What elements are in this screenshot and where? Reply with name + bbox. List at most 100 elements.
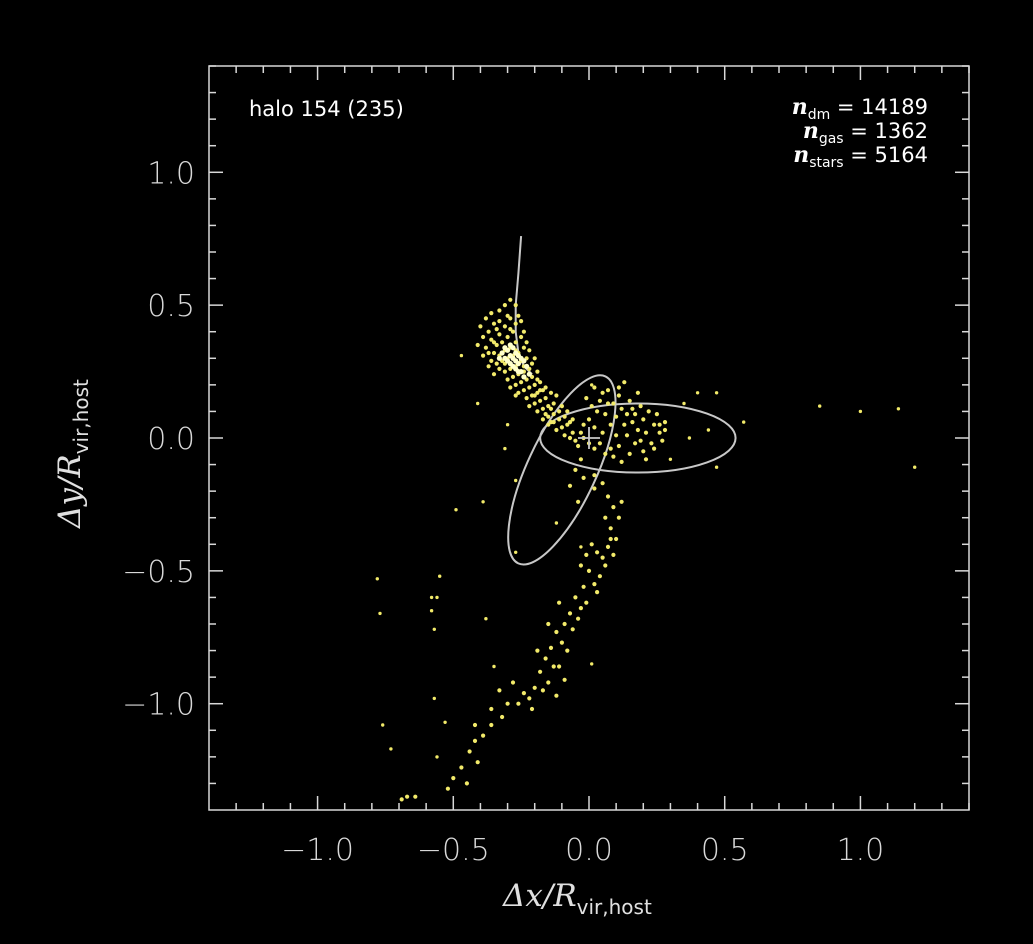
point-stream-72: [567, 483, 573, 488]
y-axis-title-main: Δy/R: [52, 454, 88, 529]
point-stars-98: [527, 348, 532, 353]
x-axis-title-main: Δx/R: [502, 878, 577, 914]
point-stars-19: [491, 350, 497, 356]
point-satellite-8: [646, 409, 651, 414]
point-stream-71: [592, 486, 597, 491]
point-stars-91: [543, 385, 548, 390]
point-scattered-12: [481, 500, 485, 504]
major-ticks: [209, 66, 969, 810]
point-scattered-22: [438, 574, 442, 578]
point-stream-13: [589, 542, 594, 547]
point-stars-7: [494, 327, 499, 332]
point-satellite-50: [662, 427, 668, 433]
point-scattered-4: [742, 420, 746, 424]
point-stream-49: [467, 749, 472, 754]
point-satellite-31: [611, 454, 616, 459]
point-stars-109: [565, 409, 570, 414]
point-stream-17: [597, 574, 603, 579]
x-tick-labels: −1.0 −0.5 0.0 0.5 1.0: [281, 833, 884, 868]
point-stars-8: [486, 329, 491, 334]
point-satellite-6: [635, 427, 641, 433]
point-stars-3: [502, 303, 507, 308]
x-axis-title-sub: vir,host: [577, 895, 652, 919]
count-gas: ngas = 1362: [803, 118, 928, 147]
point-scattered-10: [514, 478, 518, 483]
y-axis-title: Δy/Rvir,host: [52, 379, 93, 529]
point-stream-22: [567, 611, 573, 616]
point-satellite-14: [624, 433, 630, 438]
point-stars-23: [513, 340, 518, 345]
y-tick-label: −1.0: [122, 688, 195, 723]
point-stars-1: [489, 311, 494, 316]
point-stars-52: [538, 380, 543, 385]
point-stars-94: [567, 420, 573, 425]
plot-frame: [208, 65, 970, 811]
point-satellite-0: [600, 430, 605, 435]
point-satellite-25: [638, 404, 643, 409]
point-stream-24: [554, 629, 559, 635]
point-stars-73: [562, 414, 567, 419]
point-stars-64: [546, 404, 551, 409]
point-stars-101: [508, 327, 513, 332]
count-stars: nstars = 5164: [793, 142, 928, 171]
center-marker: [578, 427, 600, 449]
point-scattered-15: [579, 545, 583, 549]
point-stream-50: [475, 760, 480, 765]
point-stream-21: [578, 606, 584, 611]
point-stream-38: [570, 627, 575, 632]
point-stars-100: [497, 319, 502, 324]
point-core-18: [513, 350, 519, 356]
y-tick-label: 0.5: [147, 289, 195, 324]
point-satellite-1: [608, 422, 613, 427]
point-stars-79: [567, 435, 573, 441]
point-stars-14: [494, 342, 499, 348]
point-stream-39: [576, 616, 581, 621]
point-satellite-44: [630, 406, 635, 411]
point-core-4: [515, 361, 522, 367]
point-stars-72: [557, 417, 562, 422]
point-stream-26: [548, 645, 554, 651]
count-value: = 1362: [844, 119, 928, 143]
x-axis-title: Δx/Rvir,host: [502, 878, 652, 919]
point-satellite-9: [652, 422, 657, 427]
halo-label: halo 154 (235): [249, 97, 404, 121]
point-satellite-52: [616, 385, 622, 390]
point-satellite-13: [633, 441, 638, 446]
point-stars-38: [505, 377, 510, 382]
point-stream-12: [595, 550, 600, 555]
point-stars-114: [548, 420, 554, 425]
point-core-21: [526, 371, 532, 377]
point-stars-82: [576, 443, 581, 449]
point-stream-69: [616, 515, 622, 520]
point-satellite-19: [592, 425, 597, 430]
point-stream-31: [532, 685, 537, 690]
point-stream-60: [540, 688, 546, 693]
point-stars-60: [543, 396, 548, 401]
point-stars-44: [519, 380, 524, 385]
point-satellite-47: [638, 438, 643, 443]
point-stars-62: [535, 409, 540, 414]
point-stars-65: [551, 401, 556, 406]
point-satellite-24: [627, 398, 632, 403]
point-stars-31: [521, 345, 527, 350]
point-scattered-16: [375, 577, 379, 581]
point-scattered-18: [429, 595, 434, 600]
x-tick-label: 1.0: [837, 833, 885, 868]
point-core-20: [524, 363, 530, 369]
point-stars-13: [489, 337, 494, 342]
point-stream-25: [559, 640, 565, 645]
point-stream-44: [505, 701, 510, 706]
point-satellite-27: [660, 438, 665, 443]
point-satellite-29: [627, 451, 632, 456]
point-stars-76: [565, 422, 570, 427]
point-satellite-16: [608, 446, 613, 451]
point-stars-86: [481, 353, 486, 358]
point-satellite-7: [641, 417, 646, 422]
point-stars-112: [532, 393, 537, 398]
point-scattered-11: [514, 550, 518, 554]
point-scattered-0: [668, 457, 673, 461]
point-scattered-5: [714, 465, 719, 469]
point-stream-68: [608, 536, 613, 542]
point-stars-16: [505, 334, 510, 340]
point-satellite-43: [611, 401, 616, 406]
